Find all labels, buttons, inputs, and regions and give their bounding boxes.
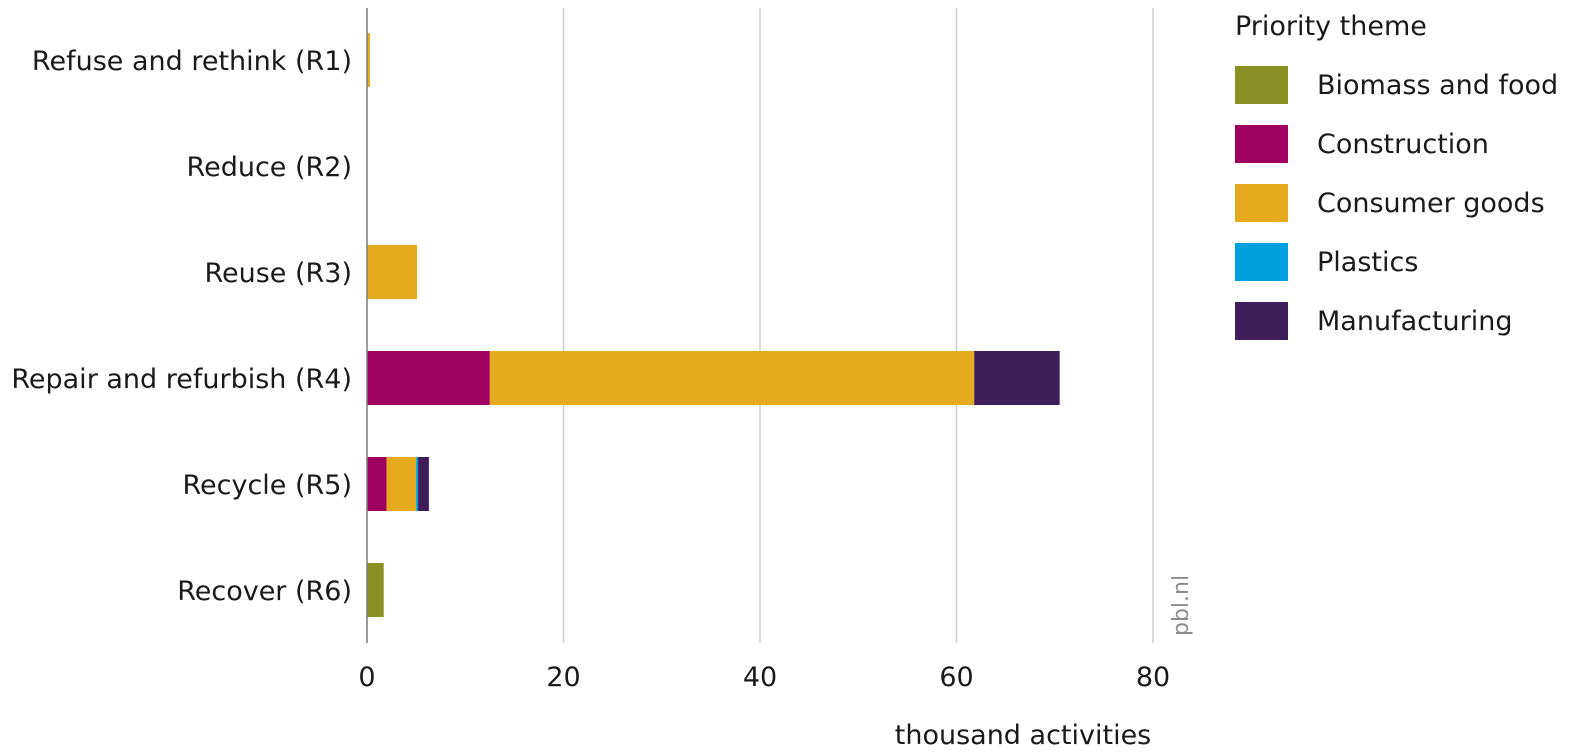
bar-segment <box>386 457 417 511</box>
bars <box>367 33 1060 617</box>
category-label: Refuse and rethink (R1) <box>32 46 352 77</box>
x-tick-label: 40 <box>743 662 777 693</box>
bar-segment <box>418 457 429 511</box>
x-axis-title: thousand activities <box>895 720 1152 751</box>
x-tick-label: 20 <box>546 662 580 693</box>
legend-swatch <box>1235 66 1288 104</box>
category-label: Reuse (R3) <box>204 258 352 289</box>
bar-segment <box>367 563 384 617</box>
bar-segment <box>367 351 490 405</box>
legend-swatch <box>1235 184 1288 222</box>
source-label: pbl.nl <box>1169 575 1194 636</box>
legend: Priority theme Biomass and food Construct… <box>1235 11 1558 340</box>
bar-segment <box>489 351 975 405</box>
gridlines <box>562 8 1154 643</box>
x-tick-label: 60 <box>939 662 973 693</box>
legend-label: Manufacturing <box>1317 306 1513 337</box>
bar-segment <box>367 245 418 299</box>
legend-swatch <box>1235 243 1288 281</box>
legend-title: Priority theme <box>1235 11 1427 42</box>
category-label: Recycle (R5) <box>182 470 352 501</box>
bar-segment <box>367 457 387 511</box>
category-label: Recover (R6) <box>177 576 352 607</box>
legend-label: Construction <box>1317 129 1489 160</box>
bar-segment <box>416 457 419 511</box>
bar-segment <box>367 33 370 87</box>
legend-swatch <box>1235 302 1288 340</box>
category-label: Reduce (R2) <box>187 152 352 183</box>
x-tick-label: 0 <box>358 662 375 693</box>
category-labels: Refuse and rethink (R1) Reduce (R2) Reuse … <box>11 46 352 607</box>
legend-label: Biomass and food <box>1317 70 1558 101</box>
x-tick-labels: 0 20 40 60 80 <box>358 662 1170 693</box>
x-tick-label: 80 <box>1136 662 1170 693</box>
legend-label: Consumer goods <box>1317 188 1545 219</box>
legend-swatch <box>1235 125 1288 163</box>
bar-segment <box>974 351 1060 405</box>
category-label: Repair and refurbish (R4) <box>11 364 352 395</box>
legend-items: Biomass and food Construction Consumer goo… <box>1235 66 1558 340</box>
legend-label: Plastics <box>1317 247 1418 278</box>
